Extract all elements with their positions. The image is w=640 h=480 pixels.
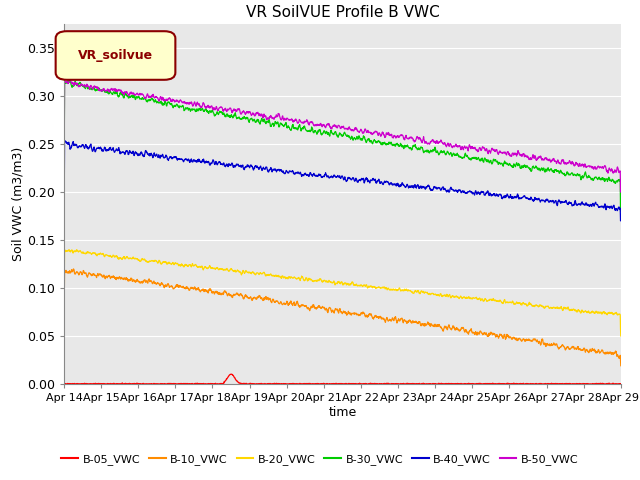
Legend: B-05_VWC, B-10_VWC, B-20_VWC, B-30_VWC, B-40_VWC, B-50_VWC: B-05_VWC, B-10_VWC, B-20_VWC, B-30_VWC, … bbox=[57, 450, 583, 469]
Y-axis label: Soil VWC (m3/m3): Soil VWC (m3/m3) bbox=[11, 147, 24, 261]
Text: VR_soilvue: VR_soilvue bbox=[78, 49, 154, 62]
X-axis label: time: time bbox=[328, 406, 356, 419]
Title: VR SoilVUE Profile B VWC: VR SoilVUE Profile B VWC bbox=[246, 5, 439, 20]
FancyBboxPatch shape bbox=[56, 31, 175, 80]
